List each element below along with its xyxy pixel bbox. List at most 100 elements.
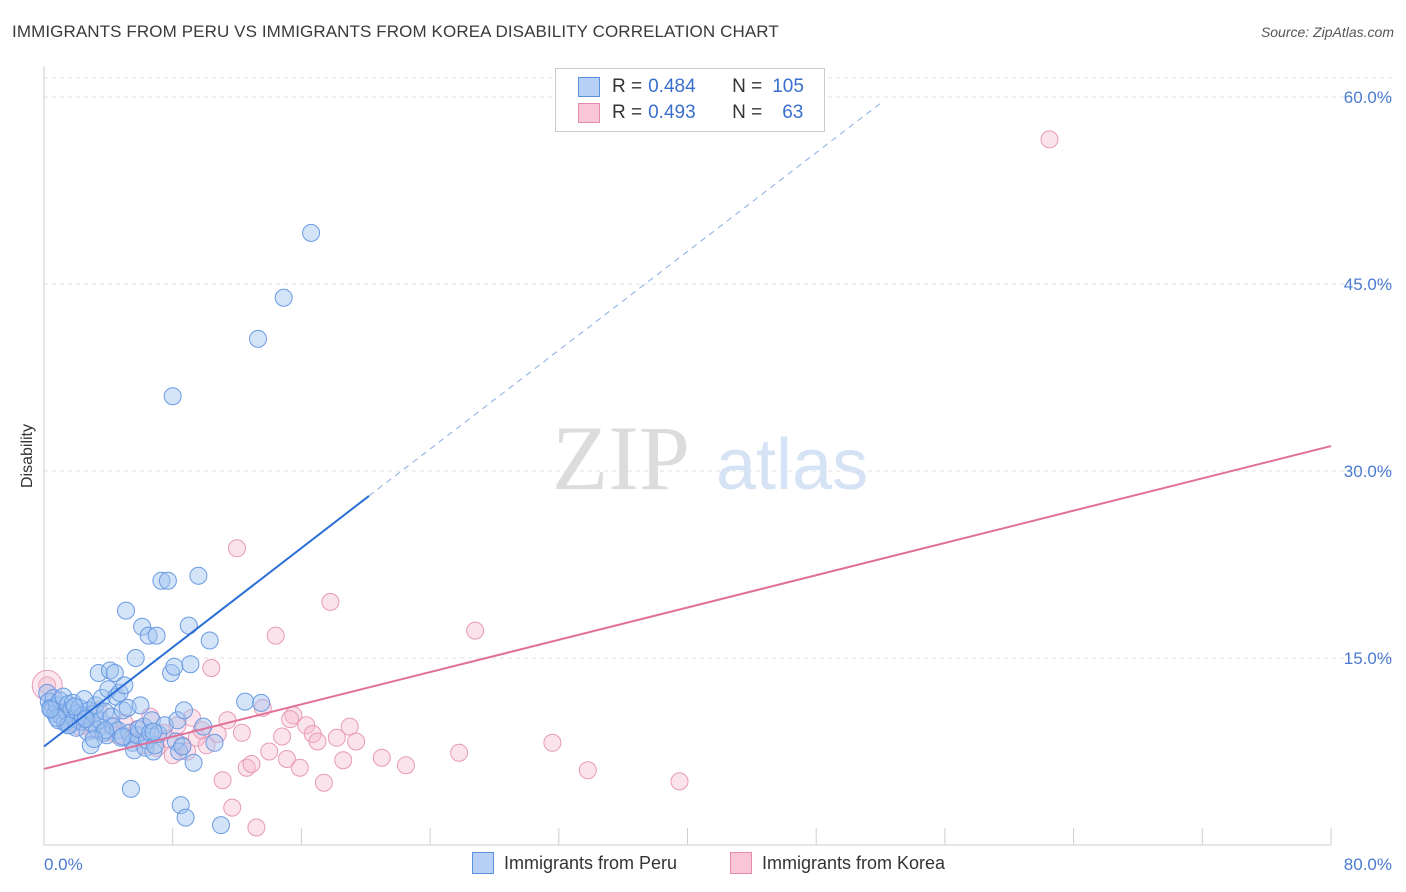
y-tick-label-45: 45.0% xyxy=(1344,275,1392,294)
point-peru-68 xyxy=(147,626,166,645)
point-peru-89 xyxy=(205,733,224,752)
point-korea-58 xyxy=(670,772,689,791)
chart-title: IMMIGRANTS FROM PERU VS IMMIGRANTS FROM … xyxy=(12,22,779,41)
point-peru-93 xyxy=(252,693,271,712)
point-korea-33 xyxy=(228,539,246,558)
point-peru-95 xyxy=(302,223,321,242)
bottom-legend-label-peru: Immigrants from Peru xyxy=(504,852,678,873)
legend-n-value-peru: 105 xyxy=(772,76,804,97)
legend-r-value-korea: 0.493 xyxy=(648,102,696,123)
point-korea-60 xyxy=(372,748,391,767)
series-peru xyxy=(38,223,321,835)
trendline-korea xyxy=(43,445,1332,770)
point-peru-90 xyxy=(212,816,230,835)
point-korea-47 xyxy=(308,732,327,751)
point-peru-81 xyxy=(175,701,193,720)
legend-row-peru: R = 0.484 N = 105 xyxy=(578,75,804,99)
point-peru-91 xyxy=(236,692,255,711)
stats-legend: R = 0.484 N = 105 R = 0.493 N = 63 xyxy=(555,68,825,132)
point-peru-85 xyxy=(184,753,203,772)
point-peru-94 xyxy=(274,288,293,307)
point-korea-36 xyxy=(242,755,261,773)
x-tick-label-min: 0.0% xyxy=(44,855,83,874)
point-korea-35 xyxy=(237,758,256,777)
point-korea-50 xyxy=(327,728,346,747)
x-tick-label-max: 80.0% xyxy=(1344,855,1392,874)
trendlines xyxy=(43,102,1332,770)
point-korea-28 xyxy=(202,659,221,677)
watermark-zip: ZIP xyxy=(552,407,690,509)
bottom-legend-label-korea: Immigrants from Korea xyxy=(762,852,946,873)
point-korea-51 xyxy=(334,751,353,770)
point-korea-59 xyxy=(1040,130,1059,149)
point-korea-49 xyxy=(321,592,340,611)
point-korea-37 xyxy=(247,818,266,837)
point-korea-39 xyxy=(260,742,279,761)
point-korea-42 xyxy=(277,750,296,768)
point-korea-34 xyxy=(232,723,251,742)
point-peru-75 xyxy=(165,657,184,676)
point-peru-58 xyxy=(131,696,150,715)
y-tick-label-60: 60.0% xyxy=(1344,88,1392,107)
point-peru-52 xyxy=(121,779,140,798)
point-peru-55 xyxy=(126,649,145,667)
point-korea-44 xyxy=(290,758,309,777)
point-peru-80 xyxy=(173,737,192,756)
axes xyxy=(43,66,1332,846)
point-korea-56 xyxy=(543,733,562,752)
point-korea-48 xyxy=(314,773,333,792)
point-korea-52 xyxy=(340,717,359,736)
point-peru-86 xyxy=(189,566,208,585)
point-korea-21 xyxy=(168,716,187,735)
legend-swatch-peru xyxy=(578,77,600,97)
legend-n-label: N = xyxy=(732,76,763,97)
point-peru-104 xyxy=(41,700,60,719)
legend-row-korea: R = 0.493 N = 63 xyxy=(578,101,803,125)
source-label: Source: ZipAtlas.com xyxy=(1260,24,1394,40)
bottom-legend-peru: Immigrants from Peru xyxy=(472,852,677,874)
point-peru-97 xyxy=(76,710,95,729)
point-korea-53 xyxy=(347,732,366,751)
series-korea xyxy=(31,130,1059,837)
point-korea-40 xyxy=(266,626,285,645)
point-korea-54 xyxy=(450,743,469,762)
point-korea-62 xyxy=(281,710,300,729)
point-peru-66 xyxy=(144,742,163,761)
point-korea-32 xyxy=(223,798,242,817)
point-peru-70 xyxy=(152,571,171,590)
legend-r-label: R = xyxy=(612,76,643,97)
legend-n-value-korea: 63 xyxy=(782,102,804,123)
point-peru-39 xyxy=(101,661,119,680)
point-peru-83 xyxy=(179,616,198,635)
point-peru-101 xyxy=(65,697,84,716)
bottom-legend-korea: Immigrants from Korea xyxy=(730,852,945,874)
point-peru-59 xyxy=(133,617,152,636)
point-korea-57 xyxy=(578,761,597,780)
bottom-legend-swatch-korea xyxy=(730,852,752,874)
point-peru-99 xyxy=(113,727,132,746)
trendline-peru-extension xyxy=(368,102,881,497)
trendline-peru xyxy=(43,495,370,748)
point-korea-55 xyxy=(466,621,485,640)
legend-r-label: R = xyxy=(612,102,643,123)
point-peru-78 xyxy=(170,742,189,761)
point-peru-88 xyxy=(200,631,219,650)
point-peru-96 xyxy=(59,716,78,735)
y-tick-label-30: 30.0% xyxy=(1344,462,1392,481)
point-peru-82 xyxy=(176,808,195,827)
watermark-atlas: atlas xyxy=(716,425,868,505)
legend-swatch-korea xyxy=(578,103,600,123)
tick-labels: 15.0% 30.0% 45.0% 60.0% 0.0% 80.0% xyxy=(44,88,1392,874)
legend-n-label: N = xyxy=(732,102,763,123)
point-korea-31 xyxy=(218,711,237,730)
point-korea-61 xyxy=(397,756,415,775)
watermark: ZIP atlas xyxy=(552,407,868,509)
point-peru-23 xyxy=(75,690,94,709)
point-peru-42 xyxy=(105,664,124,682)
bottom-legend-swatch-peru xyxy=(472,852,494,874)
y-tick-label-15: 15.0% xyxy=(1344,649,1392,668)
point-peru-32 xyxy=(89,664,108,682)
point-korea-41 xyxy=(273,727,292,746)
legend-r-value-peru: 0.484 xyxy=(648,76,696,97)
